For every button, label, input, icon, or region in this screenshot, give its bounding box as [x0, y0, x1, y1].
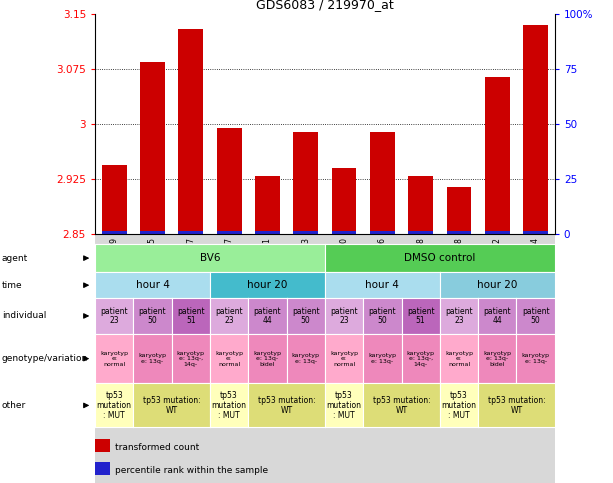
Bar — [478, 234, 516, 483]
Text: patient
51: patient 51 — [407, 307, 435, 326]
Text: patient
50: patient 50 — [139, 307, 166, 326]
Bar — [210, 234, 248, 483]
Text: percentile rank within the sample: percentile rank within the sample — [115, 466, 268, 475]
Bar — [516, 234, 555, 483]
Bar — [485, 231, 510, 234]
Bar — [95, 440, 110, 452]
Text: karyotyp
e:
normal: karyotyp e: normal — [445, 351, 473, 367]
Text: patient
44: patient 44 — [254, 307, 281, 326]
Bar — [446, 231, 471, 234]
Text: tp53 mutation:
WT: tp53 mutation: WT — [373, 396, 430, 415]
Text: karyotyp
e: 13q-: karyotyp e: 13q- — [139, 354, 167, 364]
Text: hour 4: hour 4 — [365, 280, 399, 290]
Bar — [523, 231, 548, 234]
Bar — [370, 132, 395, 234]
Text: hour 20: hour 20 — [247, 280, 287, 290]
Bar — [95, 234, 134, 483]
Bar — [293, 231, 318, 234]
Text: tp53 mutation:
WT: tp53 mutation: WT — [487, 396, 546, 415]
Text: karyotyp
e: 13q-,
14q-: karyotyp e: 13q-, 14q- — [177, 351, 205, 367]
Text: hour 4: hour 4 — [135, 280, 169, 290]
Bar — [102, 165, 127, 234]
Text: karyotyp
e: 13q-: karyotyp e: 13q- — [522, 354, 550, 364]
Bar — [402, 234, 440, 483]
Text: tp53
mutation
: MUT: tp53 mutation : MUT — [211, 391, 246, 420]
Text: patient
50: patient 50 — [522, 307, 549, 326]
Bar — [332, 231, 357, 234]
Bar — [440, 234, 478, 483]
Text: patient
23: patient 23 — [101, 307, 128, 326]
Bar — [287, 234, 325, 483]
Text: hour 20: hour 20 — [477, 280, 517, 290]
Text: karyotyp
e:
normal: karyotyp e: normal — [330, 351, 358, 367]
Bar — [363, 234, 402, 483]
Bar — [102, 231, 127, 234]
Text: transformed count: transformed count — [115, 443, 199, 452]
Bar — [408, 176, 433, 234]
Bar — [248, 234, 287, 483]
Bar — [408, 231, 433, 234]
Bar — [325, 234, 363, 483]
Bar — [293, 132, 318, 234]
Text: karyotyp
e: 13q-
bidel: karyotyp e: 13q- bidel — [483, 351, 511, 367]
Text: karyotyp
e: 13q-: karyotyp e: 13q- — [292, 354, 320, 364]
Bar — [134, 234, 172, 483]
Text: agent: agent — [2, 254, 28, 263]
Text: individual: individual — [2, 312, 46, 320]
Bar — [172, 234, 210, 483]
Text: patient
50: patient 50 — [368, 307, 396, 326]
Text: other: other — [2, 401, 26, 410]
Bar — [446, 186, 471, 234]
Text: karyotyp
e: 13q-
bidel: karyotyp e: 13q- bidel — [253, 351, 281, 367]
Text: DMSO control: DMSO control — [404, 253, 476, 263]
Text: patient
23: patient 23 — [445, 307, 473, 326]
Bar — [178, 29, 204, 234]
Bar — [370, 231, 395, 234]
Bar — [140, 62, 165, 234]
Text: tp53
mutation
: MUT: tp53 mutation : MUT — [441, 391, 476, 420]
Text: patient
23: patient 23 — [330, 307, 358, 326]
Title: GDS6083 / 219970_at: GDS6083 / 219970_at — [256, 0, 394, 11]
Text: tp53 mutation:
WT: tp53 mutation: WT — [143, 396, 200, 415]
Text: BV6: BV6 — [200, 253, 220, 263]
Text: patient
51: patient 51 — [177, 307, 205, 326]
Bar — [95, 462, 110, 475]
Bar — [216, 231, 242, 234]
Bar — [178, 231, 204, 234]
Text: tp53
mutation
: MUT: tp53 mutation : MUT — [327, 391, 362, 420]
Text: karyotyp
e: 13q-: karyotyp e: 13q- — [368, 354, 397, 364]
Bar — [140, 231, 165, 234]
Text: time: time — [2, 281, 23, 290]
Bar — [255, 231, 280, 234]
Text: karyotyp
e:
normal: karyotyp e: normal — [100, 351, 128, 367]
Text: patient
44: patient 44 — [484, 307, 511, 326]
Text: karyotyp
e: 13q-,
14q-: karyotyp e: 13q-, 14q- — [406, 351, 435, 367]
Text: patient
23: patient 23 — [215, 307, 243, 326]
Text: genotype/variation: genotype/variation — [2, 354, 88, 363]
Text: karyotyp
e:
normal: karyotyp e: normal — [215, 351, 243, 367]
Bar — [485, 77, 510, 234]
Text: tp53 mutation:
WT: tp53 mutation: WT — [257, 396, 316, 415]
Text: tp53
mutation
: MUT: tp53 mutation : MUT — [97, 391, 132, 420]
Text: patient
50: patient 50 — [292, 307, 319, 326]
Bar — [216, 128, 242, 234]
Bar — [523, 26, 548, 234]
Bar — [255, 176, 280, 234]
Bar — [332, 168, 357, 234]
